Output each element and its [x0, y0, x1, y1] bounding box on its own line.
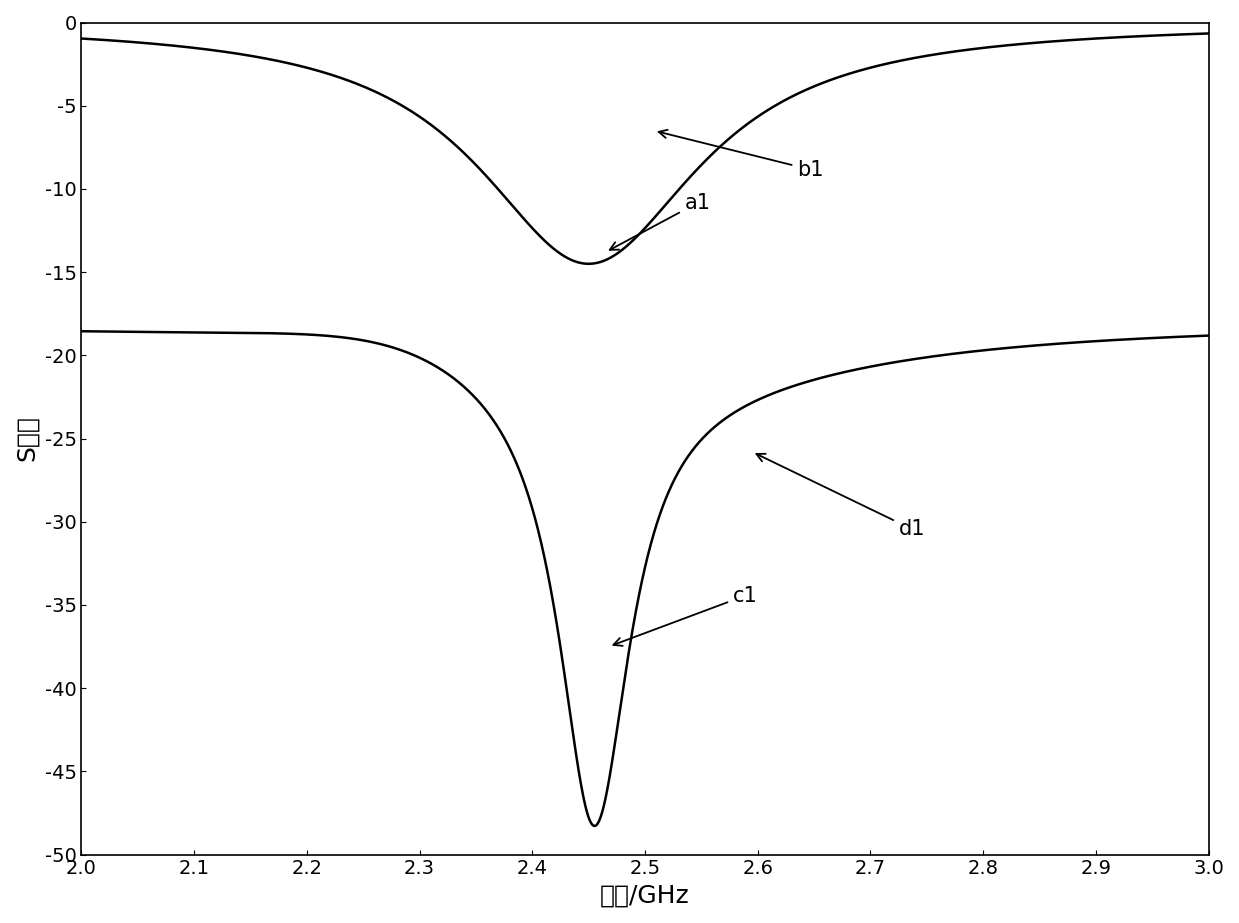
Text: a1: a1 [610, 193, 710, 250]
Y-axis label: S参数: S参数 [15, 415, 38, 462]
Text: d1: d1 [756, 454, 926, 539]
Text: b1: b1 [659, 130, 824, 180]
Text: c1: c1 [613, 585, 758, 646]
X-axis label: 频率/GHz: 频率/GHz [600, 884, 690, 908]
